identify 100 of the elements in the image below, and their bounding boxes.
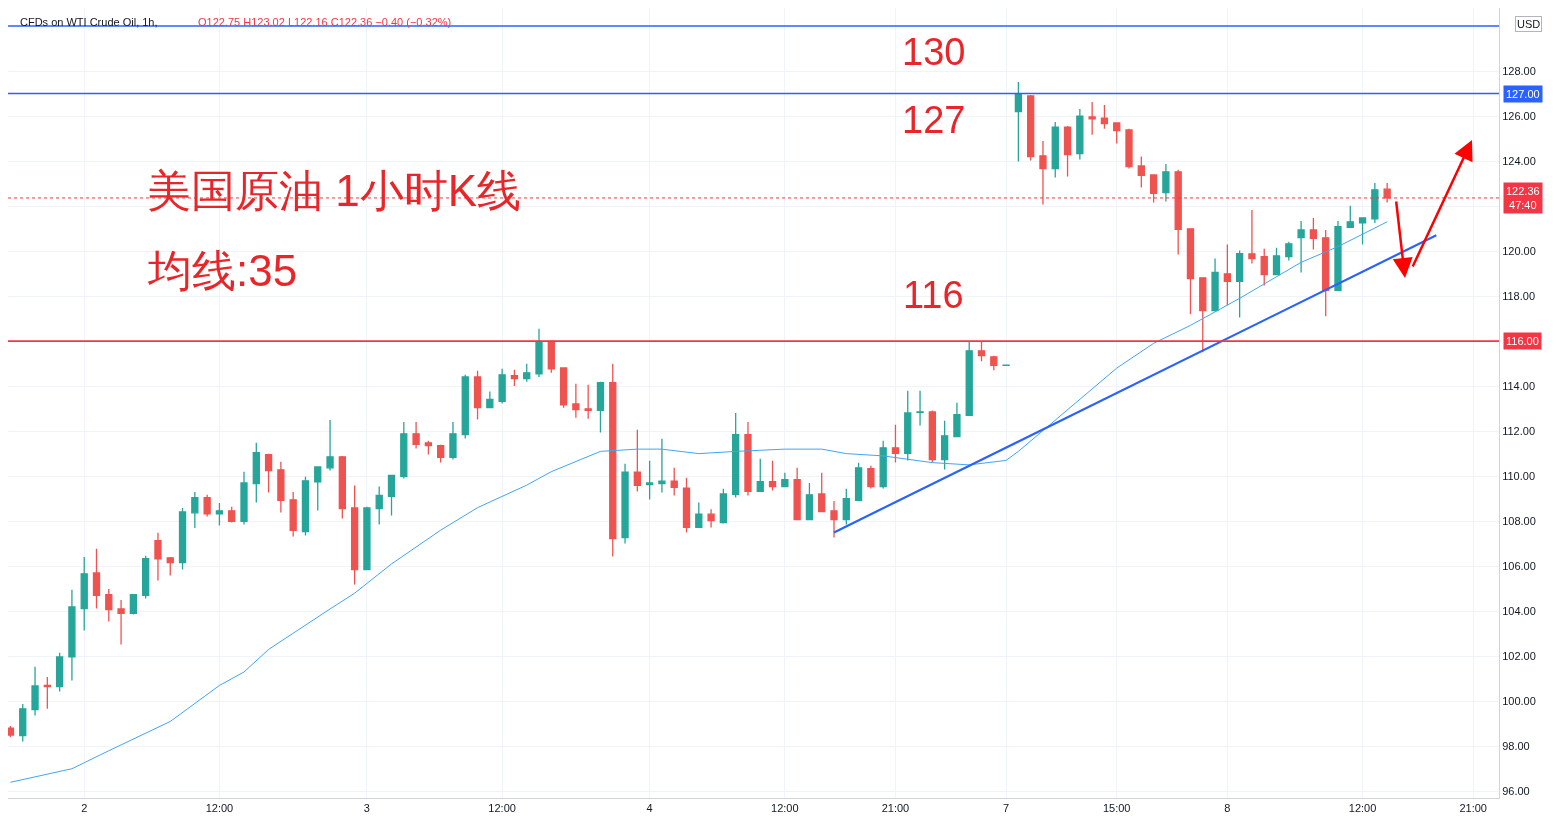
- x-tick-label: 15:00: [1102, 802, 1131, 815]
- candlestick: [289, 491, 297, 538]
- candlestick: [744, 421, 752, 497]
- candlestick: [215, 502, 224, 527]
- candlestick: [203, 494, 211, 518]
- candlestick: [707, 508, 715, 529]
- candlestick: [387, 474, 396, 517]
- candlestick: [424, 440, 433, 456]
- x-tick-label: 8: [1224, 802, 1231, 815]
- y-tick-label: 118.00: [1502, 289, 1536, 302]
- candlestick: [1137, 155, 1145, 189]
- y-tick-label: 124.00: [1502, 154, 1536, 167]
- x-tick-label: 3: [363, 802, 370, 815]
- x-tick-label: 12:00: [488, 802, 516, 815]
- annotation: 127: [902, 99, 966, 141]
- candlestick: [756, 458, 764, 493]
- y-tick-label: 106.00: [1502, 560, 1536, 573]
- text: USD: [1517, 18, 1541, 30]
- candlestick: [1260, 248, 1268, 287]
- x-tick-label: 7: [1003, 802, 1010, 815]
- candlestick: [1346, 205, 1354, 229]
- candlestick: [1371, 182, 1379, 224]
- candlestick: [658, 438, 666, 494]
- candlestick: [301, 476, 310, 537]
- text: O122.75 H123.02 L122.16 C122.36 −0.40 (−0.32%): [198, 16, 452, 28]
- candlestick: [252, 442, 260, 504]
- candlestick: [1309, 217, 1318, 251]
- candlestick: [1113, 122, 1121, 145]
- candlestick: [621, 463, 629, 545]
- x-tick-label: 21:00: [881, 802, 910, 815]
- candlestick: [461, 374, 469, 440]
- candlestick: [510, 369, 519, 387]
- candlestick: [1186, 228, 1195, 315]
- candlestick: [129, 594, 138, 616]
- y-tick-label: 120.00: [1502, 244, 1536, 257]
- x-tick-label: 12:00: [1348, 802, 1377, 815]
- line-series: [9, 221, 1388, 783]
- candlestick: [92, 548, 101, 610]
- candlestick: [670, 467, 678, 497]
- y-tick-label: 114.00: [1502, 379, 1536, 392]
- candlestick: [805, 482, 814, 521]
- candlestick: [473, 370, 482, 421]
- candlestick: [818, 472, 826, 513]
- candlestick: [240, 471, 248, 526]
- x-tick-label: 4: [646, 802, 653, 815]
- candlestick: [695, 501, 703, 529]
- x-tick-label: 21:00: [1459, 802, 1487, 815]
- y-tick-label: 112.00: [1502, 424, 1536, 437]
- y-tick-label: 98.00: [1502, 740, 1530, 753]
- candlestick: [31, 666, 39, 717]
- candlestick: [781, 472, 789, 488]
- annotation: 116: [903, 274, 964, 316]
- candlestick: [19, 703, 27, 743]
- candlestick: [43, 676, 51, 710]
- x-tick-label: 12:00: [771, 802, 799, 815]
- candlestick: [633, 429, 641, 493]
- candlestick: [498, 368, 506, 405]
- candlestick: [965, 341, 973, 417]
- candlestick: [1211, 257, 1219, 313]
- candlestick: [682, 477, 691, 534]
- y-tick-label: 100.00: [1502, 695, 1536, 708]
- candlestick: [904, 390, 912, 462]
- annotation: 美国原油 1小时K线: [147, 166, 522, 215]
- candlestick: [1322, 229, 1330, 317]
- candlestick: [68, 589, 76, 682]
- y-tick-label: 128.00: [1502, 64, 1536, 77]
- candlestick: [1174, 169, 1182, 256]
- candlestick: [1297, 220, 1305, 274]
- candlestick: [584, 384, 592, 420]
- annotation: 130: [902, 31, 966, 73]
- candlestick: [940, 420, 949, 471]
- candlestick: [1383, 182, 1391, 204]
- ref-line-label: 116.00: [1506, 335, 1539, 347]
- candlestick: [1248, 209, 1256, 265]
- candlestick: [732, 412, 740, 499]
- candlestick: [1125, 128, 1133, 170]
- candlestick: [1162, 163, 1170, 203]
- candlestick: [1285, 241, 1293, 262]
- candlestick: [314, 466, 322, 512]
- candlestick: [228, 506, 236, 524]
- candlestick: [1149, 174, 1158, 204]
- candlestick: [326, 419, 334, 472]
- candlestick: [449, 421, 457, 461]
- candlestick: [1272, 247, 1281, 276]
- candlestick: [80, 556, 88, 632]
- candlestick: [1039, 140, 1047, 206]
- candlestick: [535, 328, 543, 378]
- candlestick: [154, 532, 162, 582]
- candlestick: [412, 421, 420, 450]
- x-tick-label: 2: [81, 802, 88, 815]
- y-tick-label: 108.00: [1502, 515, 1536, 528]
- candlestick: [1051, 121, 1059, 179]
- candlestick: [596, 381, 605, 434]
- candlestick: [891, 424, 900, 464]
- y-tick-label: 102.00: [1502, 650, 1536, 663]
- candlestick: [1027, 94, 1035, 162]
- candlestick: [1088, 101, 1096, 136]
- candlestick: [1235, 249, 1244, 319]
- candlestick: [277, 461, 285, 514]
- candlestick: [350, 484, 359, 586]
